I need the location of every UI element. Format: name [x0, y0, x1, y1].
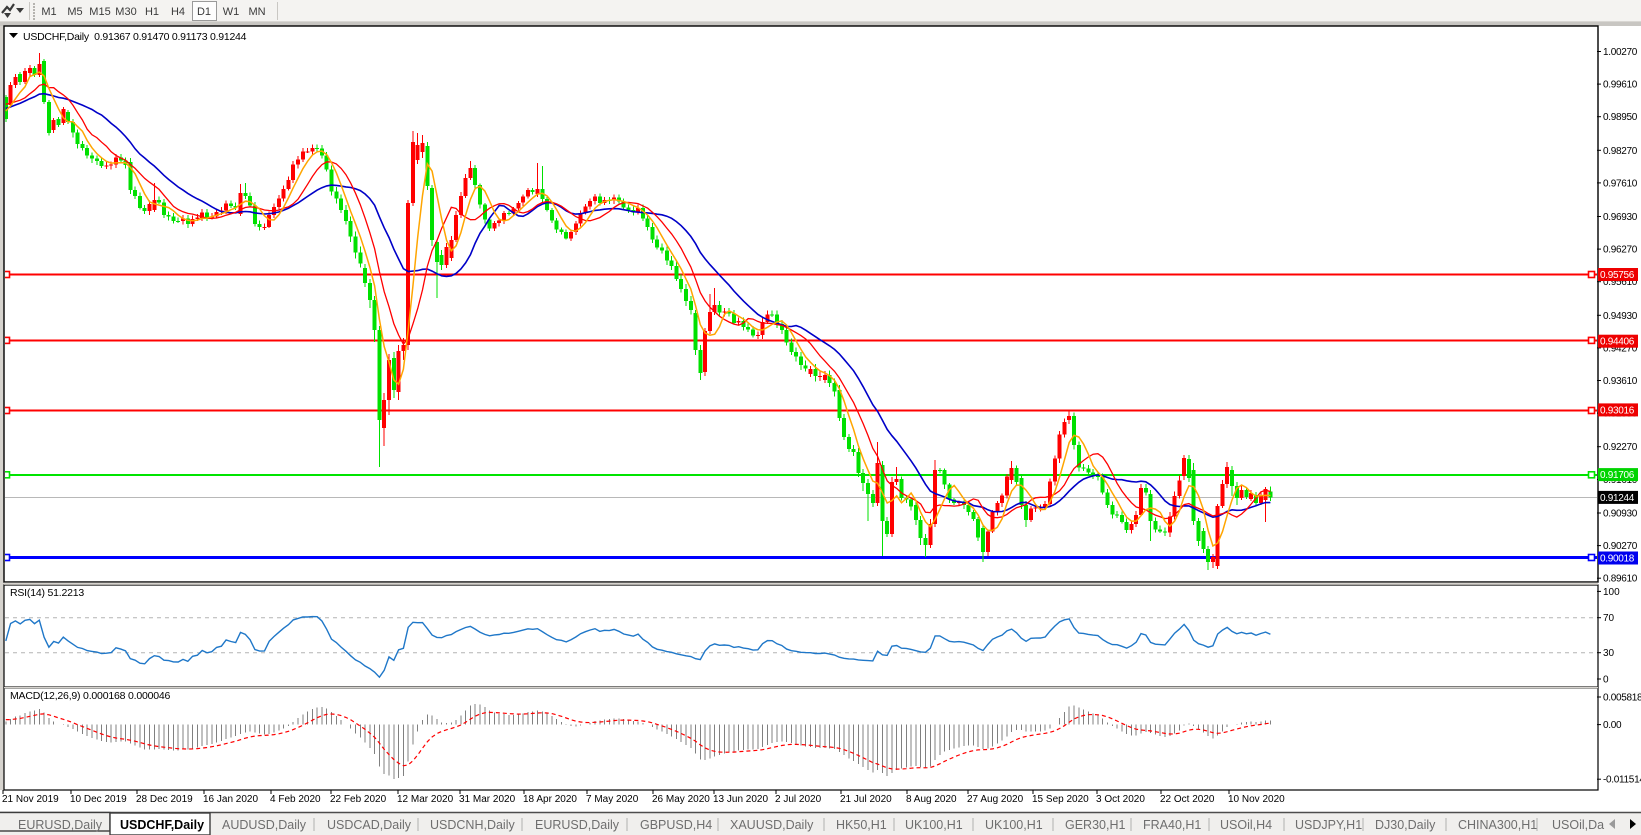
- svg-text:M1: M1: [41, 6, 56, 18]
- svg-text:MACD(12,26,9) 0.000168 0.00004: MACD(12,26,9) 0.000168 0.000046: [10, 690, 171, 702]
- svg-text:EURUSD,Daily: EURUSD,Daily: [18, 818, 103, 832]
- svg-text:0.95610: 0.95610: [1603, 277, 1638, 288]
- svg-text:0.96930: 0.96930: [1603, 212, 1638, 223]
- svg-text:HK50,H1: HK50,H1: [836, 818, 887, 832]
- svg-text:16 Jan 2020: 16 Jan 2020: [203, 794, 258, 805]
- svg-text:M15: M15: [89, 6, 110, 18]
- svg-text:AUDUSD,Daily: AUDUSD,Daily: [222, 818, 307, 832]
- svg-text:USOil,H4: USOil,H4: [1220, 818, 1272, 832]
- svg-text:M5: M5: [67, 6, 82, 18]
- svg-text:0.94270: 0.94270: [1603, 343, 1638, 354]
- svg-text:0.96270: 0.96270: [1603, 245, 1638, 256]
- svg-text:3 Oct 2020: 3 Oct 2020: [1096, 794, 1145, 805]
- svg-text:CHINA300,H1: CHINA300,H1: [1458, 818, 1537, 832]
- svg-text:MN: MN: [248, 6, 265, 18]
- svg-text:30: 30: [1603, 648, 1615, 659]
- svg-text:0.98270: 0.98270: [1603, 146, 1638, 157]
- svg-text:USDCHF,Daily 0.91367 0.91470: USDCHF,Daily 0.91367 0.91470 0.91173 0.9…: [23, 31, 247, 43]
- svg-text:0.98950: 0.98950: [1603, 112, 1638, 123]
- svg-text:15 Sep 2020: 15 Sep 2020: [1032, 794, 1089, 805]
- svg-text:UK100,H1: UK100,H1: [985, 818, 1043, 832]
- svg-text:USDCAD,Daily: USDCAD,Daily: [327, 818, 412, 832]
- svg-text:D1: D1: [197, 6, 211, 18]
- svg-text:USDCNH,Daily: USDCNH,Daily: [430, 818, 515, 832]
- svg-text:21 Jul 2020: 21 Jul 2020: [840, 794, 892, 805]
- svg-text:USDCHF,Daily: USDCHF,Daily: [120, 818, 204, 832]
- svg-text:22 Feb 2020: 22 Feb 2020: [330, 794, 387, 805]
- svg-text:FRA40,H1: FRA40,H1: [1143, 818, 1201, 832]
- svg-text:0: 0: [1603, 675, 1609, 686]
- svg-text:H4: H4: [171, 6, 185, 18]
- svg-text:EURUSD,Daily: EURUSD,Daily: [535, 818, 620, 832]
- svg-text:8 Aug 2020: 8 Aug 2020: [906, 794, 957, 805]
- svg-text:0.94406: 0.94406: [1600, 337, 1635, 348]
- svg-text:21 Nov 2019: 21 Nov 2019: [2, 794, 59, 805]
- svg-text:0.90930: 0.90930: [1603, 509, 1638, 520]
- svg-text:RSI(14) 51.2213: RSI(14) 51.2213: [10, 587, 84, 599]
- svg-text:1.00270: 1.00270: [1603, 47, 1638, 58]
- svg-text:31 Mar 2020: 31 Mar 2020: [459, 794, 516, 805]
- svg-text:0.92270: 0.92270: [1603, 442, 1638, 453]
- svg-text:10 Nov 2020: 10 Nov 2020: [1228, 794, 1285, 805]
- svg-text:0.95756: 0.95756: [1600, 270, 1635, 281]
- svg-text:H1: H1: [145, 6, 159, 18]
- svg-text:USDJPY,H1: USDJPY,H1: [1295, 818, 1362, 832]
- svg-text:0.97610: 0.97610: [1603, 178, 1638, 189]
- svg-text:7 May 2020: 7 May 2020: [586, 794, 639, 805]
- svg-text:22 Oct 2020: 22 Oct 2020: [1160, 794, 1215, 805]
- svg-text:18 Apr 2020: 18 Apr 2020: [523, 794, 577, 805]
- svg-text:4 Feb 2020: 4 Feb 2020: [270, 794, 321, 805]
- svg-text:M30: M30: [115, 6, 136, 18]
- svg-text:-0.011514: -0.011514: [1603, 775, 1641, 786]
- svg-text:GBPUSD,H4: GBPUSD,H4: [640, 818, 712, 832]
- svg-text:70: 70: [1603, 613, 1615, 624]
- svg-text:10 Dec 2019: 10 Dec 2019: [70, 794, 127, 805]
- svg-text:26 May 2020: 26 May 2020: [652, 794, 710, 805]
- svg-text:27 Aug 2020: 27 Aug 2020: [967, 794, 1024, 805]
- svg-text:0.93610: 0.93610: [1603, 376, 1638, 387]
- svg-text:XAUUSD,Daily: XAUUSD,Daily: [730, 818, 814, 832]
- svg-text:0.90018: 0.90018: [1600, 554, 1635, 565]
- svg-text:0.005818: 0.005818: [1603, 693, 1641, 704]
- svg-text:0.99610: 0.99610: [1603, 80, 1638, 91]
- svg-text:DJ30,Daily: DJ30,Daily: [1375, 818, 1436, 832]
- svg-text:0.00: 0.00: [1603, 720, 1622, 731]
- svg-text:0.90270: 0.90270: [1603, 541, 1638, 552]
- svg-text:0.94930: 0.94930: [1603, 311, 1638, 322]
- svg-text:13 Jun 2020: 13 Jun 2020: [713, 794, 768, 805]
- svg-text:W1: W1: [223, 6, 240, 18]
- svg-text:UK100,H1: UK100,H1: [905, 818, 963, 832]
- svg-text:12 Mar 2020: 12 Mar 2020: [397, 794, 454, 805]
- svg-text:28 Dec 2019: 28 Dec 2019: [136, 794, 193, 805]
- svg-text:GER30,H1: GER30,H1: [1065, 818, 1125, 832]
- svg-text:2 Jul 2020: 2 Jul 2020: [775, 794, 822, 805]
- svg-text:0.89610: 0.89610: [1603, 574, 1638, 585]
- svg-text:0.93016: 0.93016: [1600, 405, 1635, 416]
- svg-text:100: 100: [1603, 587, 1620, 598]
- svg-text:0.91706: 0.91706: [1600, 470, 1635, 481]
- svg-text:0.91244: 0.91244: [1600, 493, 1635, 504]
- svg-text:USOil,Da: USOil,Da: [1552, 818, 1604, 832]
